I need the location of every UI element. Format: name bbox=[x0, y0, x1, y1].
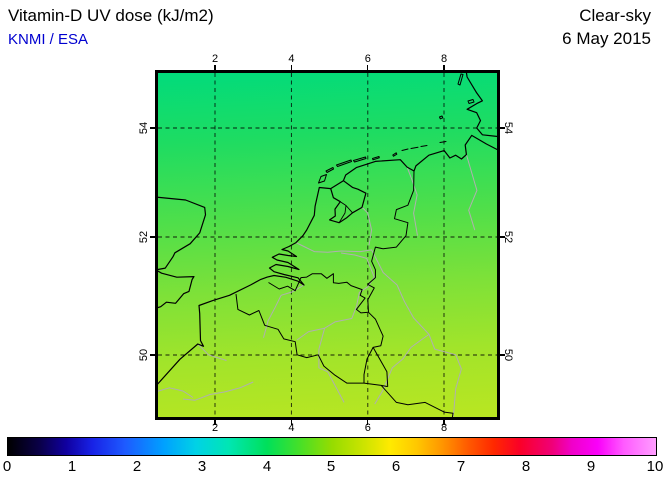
colorbar-tick-label: 6 bbox=[391, 458, 401, 475]
lat-label-left: 50 bbox=[138, 348, 150, 362]
date-label: 6 May 2015 bbox=[562, 29, 651, 48]
map-axis-tick bbox=[214, 420, 216, 425]
rivers bbox=[155, 154, 478, 420]
colorbar-tick-label: 10 bbox=[646, 458, 664, 475]
map-axis-tick bbox=[443, 420, 445, 425]
colorbar-tick-label: 4 bbox=[262, 458, 272, 475]
colorbar-tick-label: 5 bbox=[326, 458, 336, 475]
map-axis-tick bbox=[500, 127, 505, 129]
lon-label-bottom: 2 bbox=[211, 422, 219, 434]
map-canvas bbox=[155, 70, 500, 420]
colorbar-tick-label: 2 bbox=[132, 458, 142, 475]
map-axis-tick bbox=[150, 354, 155, 356]
lon-label-bottom: 4 bbox=[288, 422, 295, 434]
colorbar-tick-label: 8 bbox=[521, 458, 531, 475]
source-credit: KNMI / ESA bbox=[8, 31, 89, 48]
uv-dose-map bbox=[155, 70, 500, 420]
lon-label-top: 2 bbox=[211, 53, 219, 65]
country-borders bbox=[235, 170, 454, 420]
lon-label-top: 6 bbox=[364, 53, 371, 65]
map-axis-tick bbox=[290, 420, 293, 425]
colorbar-tick-label: 1 bbox=[67, 458, 77, 475]
lon-label-bottom: 8 bbox=[440, 422, 448, 434]
map-axis-tick bbox=[214, 65, 216, 70]
map-axis-tick bbox=[150, 236, 155, 238]
colorbar-tick-label: 3 bbox=[197, 458, 207, 475]
map-axis-tick bbox=[150, 127, 155, 129]
map-axis-tick bbox=[367, 420, 369, 425]
colorbar-gradient bbox=[7, 437, 657, 456]
lon-label-bottom: 6 bbox=[364, 422, 371, 434]
condition-label: Clear-sky bbox=[579, 6, 651, 25]
map-axis-tick bbox=[367, 65, 369, 70]
lat-label-left: 54 bbox=[138, 121, 150, 135]
colorbar-tick-label: 0 bbox=[2, 458, 12, 475]
page-title: Vitamin-D UV dose (kJ/m2) bbox=[8, 6, 214, 25]
map-axis-tick bbox=[500, 354, 505, 356]
colorbar-tick-label: 9 bbox=[586, 458, 596, 475]
gridlines bbox=[158, 73, 497, 417]
lat-label-left: 52 bbox=[138, 230, 150, 244]
coastlines bbox=[155, 70, 500, 388]
map-axis-tick bbox=[500, 236, 505, 238]
map-axis-tick bbox=[290, 65, 293, 70]
map-frame bbox=[155, 70, 500, 420]
lon-label-top: 8 bbox=[440, 53, 448, 65]
colorbar-tick-label: 7 bbox=[456, 458, 466, 475]
lon-label-top: 4 bbox=[288, 53, 295, 65]
map-axis-tick bbox=[443, 65, 445, 70]
